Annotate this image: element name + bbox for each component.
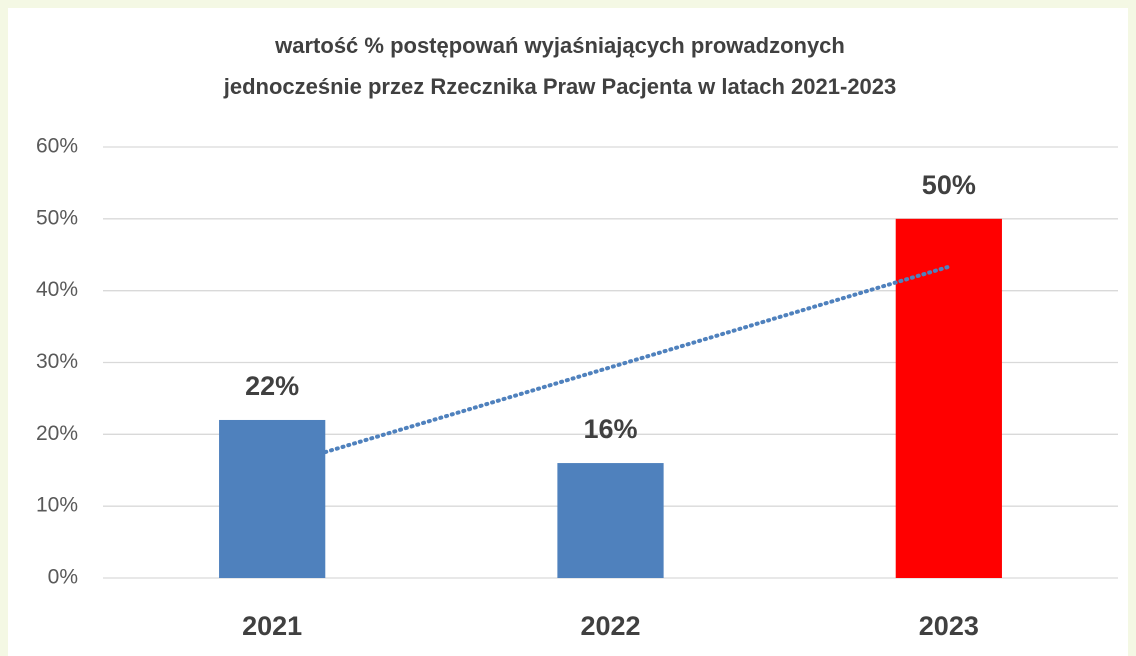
x-tick-label: 2022 <box>580 611 640 641</box>
data-label: 22% <box>245 371 299 401</box>
data-label: 16% <box>583 414 637 444</box>
trendline <box>323 264 951 455</box>
y-tick-label: 0% <box>48 566 78 589</box>
y-tick-label: 10% <box>36 494 78 517</box>
bar <box>557 463 664 578</box>
data-label: 50% <box>922 170 976 200</box>
y-tick-label: 60% <box>36 135 78 158</box>
y-tick-label: 40% <box>36 278 78 301</box>
bar <box>219 419 326 578</box>
y-tick-label: 30% <box>36 350 78 373</box>
x-tick-label: 2023 <box>919 611 979 641</box>
chart-title-line: wartość % postępowań wyjaśniających prow… <box>274 33 845 58</box>
bar <box>895 218 1002 579</box>
x-tick-label: 2021 <box>242 611 302 641</box>
y-tick-label: 50% <box>36 206 78 229</box>
y-tick-label: 20% <box>36 422 78 445</box>
chart-title-line: jednocześnie przez Rzecznika Praw Pacjen… <box>223 74 897 99</box>
